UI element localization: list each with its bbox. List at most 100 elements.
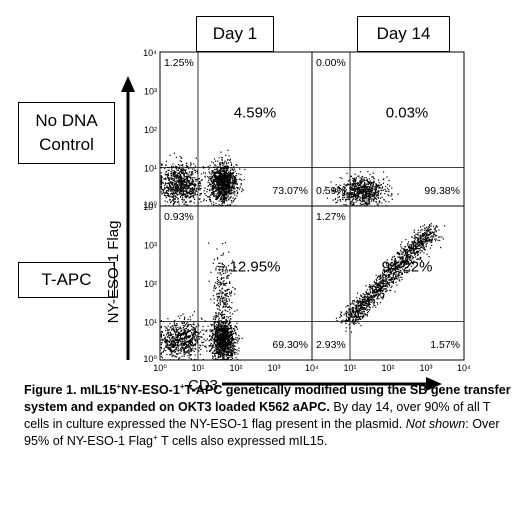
event-dot [189, 347, 191, 349]
event-dot [221, 347, 223, 349]
event-dot [187, 340, 189, 342]
event-dot [202, 341, 205, 343]
event-dot [357, 175, 359, 177]
event-dot [401, 253, 403, 255]
event-dot [182, 346, 184, 348]
event-dot [224, 322, 227, 324]
event-dot [398, 270, 400, 273]
event-dot [222, 331, 224, 333]
event-dot [213, 166, 215, 168]
event-dot [204, 345, 206, 347]
event-dot [179, 190, 182, 193]
event-dot [184, 336, 186, 338]
event-dot [344, 190, 346, 192]
event-dot [217, 316, 219, 318]
event-dot [217, 354, 219, 356]
event-dot [224, 295, 226, 297]
event-dot [223, 352, 225, 354]
event-dot [194, 344, 196, 346]
event-dot [218, 172, 220, 174]
event-dot [341, 177, 343, 179]
event-dot [346, 172, 348, 174]
event-dot [192, 177, 194, 179]
event-dot [219, 328, 221, 330]
event-dot [209, 178, 211, 180]
event-dot [225, 197, 227, 199]
event-dot [177, 188, 179, 190]
event-dot [219, 334, 221, 336]
event-dot [223, 335, 225, 337]
event-dot [199, 353, 201, 356]
event-dot [373, 186, 376, 188]
event-dot [226, 303, 229, 305]
event-dot [221, 263, 223, 265]
event-dot [187, 321, 189, 323]
event-dot [222, 201, 224, 203]
event-dot [220, 187, 222, 189]
event-dot [225, 194, 227, 196]
event-dot [181, 186, 183, 188]
event-dot [172, 188, 175, 191]
event-dot [343, 186, 346, 188]
event-dot [357, 194, 359, 196]
event-dot [176, 341, 179, 343]
event-dot [352, 184, 355, 186]
event-dot [231, 172, 233, 174]
event-dot [234, 170, 236, 172]
event-dot [221, 277, 223, 279]
event-dot [217, 272, 219, 274]
event-dot [166, 336, 168, 338]
event-dot [232, 350, 234, 352]
event-dot [191, 172, 193, 174]
event-dot [387, 194, 389, 196]
event-dot [193, 332, 195, 334]
event-dot [339, 177, 341, 179]
event-dot [197, 323, 199, 325]
event-dot [214, 339, 216, 341]
event-dot [186, 330, 188, 332]
event-dot [413, 245, 415, 247]
event-dot [402, 253, 404, 255]
event-dot [170, 177, 172, 179]
event-dot [354, 199, 357, 201]
event-dot [231, 313, 234, 315]
event-dot [164, 326, 166, 328]
event-dot [200, 187, 202, 189]
event-dot [234, 183, 236, 185]
event-dot [359, 191, 362, 193]
event-dot [199, 198, 201, 200]
event-dot [168, 199, 171, 201]
event-dot [184, 347, 186, 349]
event-dot [202, 167, 204, 169]
event-dot [222, 349, 224, 351]
event-dot [176, 323, 178, 325]
event-dot [354, 187, 356, 189]
event-dot [177, 339, 179, 341]
event-dot [371, 195, 373, 197]
event-dot [377, 204, 379, 206]
event-dot [187, 344, 189, 346]
event-dot [225, 332, 227, 334]
event-dot [162, 190, 164, 192]
event-dot [175, 191, 177, 193]
event-dot [220, 179, 222, 181]
event-dot [195, 339, 197, 341]
event-dot [352, 198, 354, 200]
event-dot [191, 192, 193, 194]
event-dot [173, 193, 175, 195]
event-dot [172, 339, 174, 341]
event-dot [180, 340, 182, 342]
event-dot [372, 192, 374, 194]
event-dot [170, 181, 172, 183]
event-dot [349, 190, 351, 192]
event-dot [212, 262, 214, 264]
event-dot [188, 191, 190, 194]
event-dot [354, 185, 356, 187]
event-dot [212, 201, 214, 203]
event-dot [170, 185, 172, 187]
event-dot [225, 177, 227, 179]
event-dot [218, 176, 220, 178]
event-dot [357, 200, 359, 202]
event-dot [226, 184, 228, 186]
event-dot [193, 163, 195, 165]
